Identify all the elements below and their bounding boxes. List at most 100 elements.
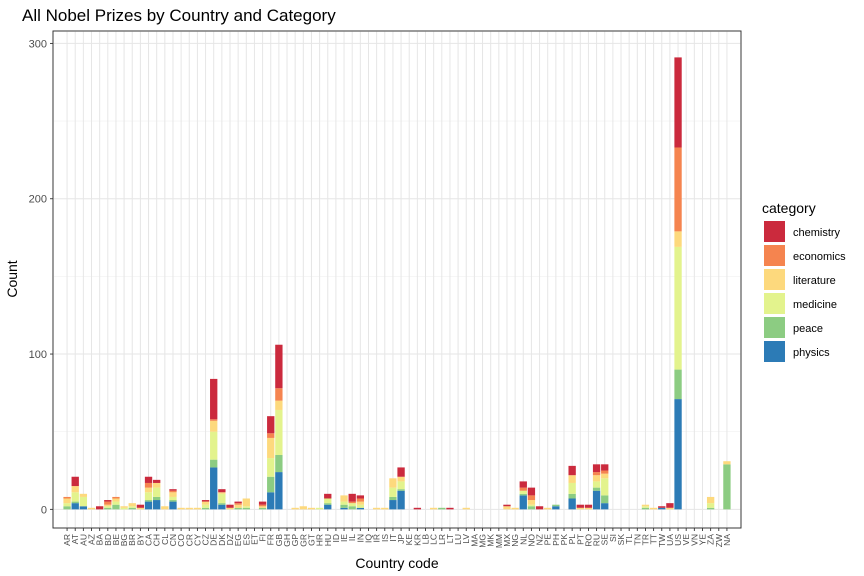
- bar-LT-chemistry: [446, 507, 454, 510]
- bar-CN-chemistry: [169, 489, 177, 491]
- x-tick-label: PT: [575, 534, 585, 545]
- bar-CZ-medicine: [201, 504, 210, 508]
- bar-GB-medicine: [275, 409, 283, 456]
- bar-AU-literature: [79, 493, 88, 497]
- bar-AT-peace: [71, 501, 79, 504]
- x-tick-label: NZ: [535, 534, 545, 545]
- x-tick-label: ZW: [714, 534, 724, 547]
- x-tick-label: YE: [697, 534, 707, 546]
- x-tick-label: FI: [258, 534, 268, 542]
- bar-RU-economics: [592, 472, 601, 476]
- bar-FR-physics: [267, 492, 275, 510]
- x-tick-label: GH: [282, 534, 292, 547]
- bar-AZ-literature: [87, 507, 96, 510]
- x-tick-label: GB: [274, 534, 284, 547]
- x-axis: ARATAUAZBABDBEBGBRBYCACHCLCNCOCRCYCZDEDK…: [62, 528, 732, 548]
- bar-HU-chemistry: [324, 493, 332, 499]
- bar-CN-economics: [169, 490, 177, 493]
- bar-IN-economics: [356, 498, 365, 502]
- bar-CH-peace: [153, 496, 161, 501]
- bar-NG-literature: [511, 507, 519, 510]
- legend: category chemistry economics literature med…: [762, 200, 846, 362]
- bar-JP-medicine: [397, 481, 405, 490]
- bar-DK-literature: [218, 492, 226, 494]
- bar-CL-literature: [161, 506, 169, 510]
- x-tick-label: IS: [380, 534, 390, 542]
- bars: [63, 57, 731, 510]
- bar-GB-economics: [275, 388, 283, 401]
- bar-IT-medicine: [389, 487, 397, 497]
- bar-DK-physics: [218, 504, 226, 510]
- bar-BR-medicine: [128, 506, 136, 508]
- bar-TT-literature: [649, 507, 658, 510]
- x-tick-label: ES: [241, 534, 251, 546]
- x-tick-label: CZ: [201, 534, 211, 545]
- bar-BY-chemistry: [136, 504, 145, 508]
- x-tick-label: BG: [119, 534, 129, 546]
- x-tick-label: CR: [184, 534, 194, 546]
- x-tick-label: KR: [412, 534, 422, 546]
- x-tick-label: DE: [209, 534, 219, 546]
- bar-BD-chemistry: [104, 500, 112, 502]
- x-tick-label: IL: [347, 534, 357, 541]
- bar-DE-peace: [210, 459, 218, 468]
- x-tick-label: MK: [486, 534, 496, 547]
- bar-US-physics: [674, 399, 682, 510]
- x-tick-label: IE: [339, 534, 349, 542]
- bar-IT-physics: [389, 500, 397, 510]
- bar-NO-peace: [527, 506, 536, 510]
- bar-CZ-chemistry: [201, 500, 210, 502]
- x-tick-label: KE: [404, 534, 414, 546]
- legend-label-literature: literature: [793, 275, 836, 287]
- bar-DZ-chemistry: [226, 504, 234, 508]
- bar-JP-literature: [397, 476, 405, 482]
- bar-DE-economics: [210, 419, 218, 421]
- bar-PT-literature: [576, 507, 584, 510]
- bar-DK-medicine: [218, 493, 226, 504]
- bar-UA-chemistry: [666, 503, 674, 508]
- bar-CZ-literature: [201, 501, 210, 505]
- bar-ZA-literature: [706, 496, 715, 504]
- bar-AT-physics: [71, 503, 79, 510]
- bar-IL-medicine: [348, 503, 356, 507]
- bar-IE-literature: [340, 495, 348, 502]
- bar-HR-medicine: [315, 507, 324, 510]
- x-tick-label: TT: [649, 534, 659, 544]
- bar-CH-medicine: [153, 487, 161, 497]
- plot-panel: [52, 30, 742, 529]
- bar-CR-literature: [185, 507, 193, 510]
- x-tick-label: PE: [543, 534, 553, 546]
- x-tick-label: NA: [722, 534, 732, 546]
- plot-border: [52, 30, 742, 529]
- bar-MX-chemistry: [503, 504, 511, 507]
- x-tick-label: CA: [144, 534, 154, 546]
- bar-IE-physics: [340, 507, 348, 510]
- bar-RU-literature: [592, 475, 601, 482]
- x-tick-label: EG: [233, 534, 243, 546]
- legend-title: category: [762, 200, 816, 216]
- bar-PT-chemistry: [576, 504, 584, 508]
- bar-CY-literature: [193, 507, 202, 510]
- bar-GT-literature: [307, 507, 316, 510]
- y-axis-title: Count: [4, 260, 20, 297]
- bar-BD-peace: [104, 507, 112, 510]
- bar-GB-physics: [275, 472, 283, 510]
- bar-LC-literature: [429, 507, 438, 510]
- bar-CA-physics: [144, 501, 153, 510]
- bar-BY-literature: [136, 507, 145, 510]
- x-tick-label: BR: [127, 534, 137, 546]
- y-tick-label: 0: [41, 504, 47, 516]
- bar-LR-peace: [438, 507, 446, 510]
- bar-CN-physics: [169, 501, 177, 510]
- x-tick-label: CH: [152, 534, 162, 546]
- bar-JP-peace: [397, 489, 405, 491]
- bar-NO-economics: [527, 495, 536, 501]
- bar-TR-peace: [641, 507, 650, 510]
- bar-CH-literature: [153, 482, 161, 488]
- x-tick-label: AT: [70, 534, 80, 544]
- bar-FR-chemistry: [267, 416, 275, 434]
- bar-AT-chemistry: [71, 476, 79, 487]
- bar-DE-chemistry: [210, 378, 218, 420]
- bar-AU-physics: [79, 506, 88, 510]
